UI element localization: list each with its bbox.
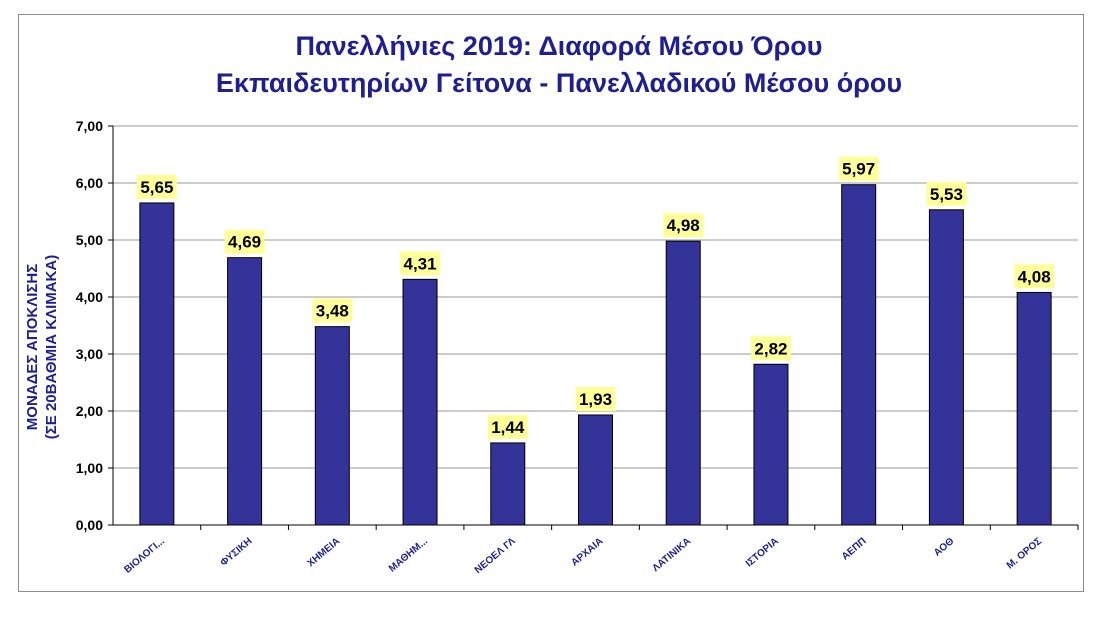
- bar: [490, 442, 526, 526]
- bar: [314, 326, 350, 526]
- x-tick-label: Μ. ΟΡΟΣ: [1005, 536, 1044, 572]
- x-tick-label: ΛΑΤΙΝΙΚΑ: [651, 536, 694, 574]
- data-label: 5,53: [930, 185, 963, 204]
- bar: [139, 202, 175, 526]
- x-tick-label: ΑΕΠΠ: [840, 536, 869, 563]
- x-tick-label: ΑΟΘ: [932, 536, 956, 559]
- data-label-background: [487, 414, 528, 439]
- x-tick-label: ΧΗΜΕΙΑ: [305, 536, 342, 569]
- data-label-background: [750, 336, 791, 361]
- y-tick-label: 1,00: [76, 460, 103, 476]
- chart-frame: [18, 14, 1084, 592]
- data-label: 5,65: [140, 178, 173, 197]
- y-axis-label-line-2: (ΣΕ 20ΒΑΘΜΙΑ ΚΛΙΜΑΚΑ): [43, 255, 60, 439]
- chart-title-line-2: Εκπαιδευτηρίων Γείτονα - Πανελλαδικού Μέ…: [216, 68, 902, 98]
- data-label: 3,48: [316, 302, 349, 321]
- bar: [227, 257, 263, 526]
- bar: [665, 240, 701, 526]
- data-label-background: [400, 251, 441, 276]
- data-label-background: [838, 156, 879, 181]
- data-label: 4,69: [228, 233, 261, 252]
- y-tick-label: 4,00: [76, 289, 103, 305]
- data-label-background: [312, 298, 353, 323]
- data-label: 4,98: [667, 216, 700, 235]
- x-tick-label: ΒΙΟΛΟΓΙ...: [122, 536, 167, 576]
- data-label-background: [926, 181, 967, 206]
- data-label: 1,44: [491, 418, 525, 437]
- bar: [1016, 291, 1052, 526]
- data-label-background: [224, 229, 265, 254]
- chart-title-line-1: Πανελλήνιες 2019: Διαφορά Μέσου Όρου: [295, 31, 822, 61]
- y-tick-label: 5,00: [76, 232, 103, 248]
- plot-area: 0,00 1,00 2,00 3,00 4,00 5,00 6,00 7,00 5,65 ΒΙΟΛ…: [76, 118, 1079, 576]
- bar: [928, 209, 964, 526]
- bar: [578, 414, 613, 526]
- x-tick-label: ΑΡΧΑΙΑ: [569, 536, 605, 569]
- y-tick-label: 7,00: [76, 118, 103, 134]
- data-label: 4,08: [1018, 267, 1051, 286]
- y-tick-label: 3,00: [76, 346, 103, 362]
- y-tick-label: 6,00: [76, 175, 103, 191]
- data-label: 1,93: [579, 390, 612, 409]
- x-tick-label: ΜΑΘΗΜ...: [387, 536, 430, 575]
- data-label: 5,97: [842, 160, 875, 179]
- bar: [753, 363, 789, 526]
- data-label: 4,31: [403, 254, 436, 273]
- data-label-background: [1014, 264, 1055, 289]
- x-tick-label: ΙΣΤΟΡΙΑ: [744, 536, 781, 570]
- data-label-background: [136, 174, 177, 199]
- data-label: 2,82: [754, 339, 787, 358]
- data-label-background: [575, 386, 616, 411]
- bar: [841, 184, 877, 526]
- x-tick-label: ΦΥΣΙΚΗ: [218, 536, 254, 569]
- bar: [402, 278, 438, 526]
- y-tick-label: 0,00: [76, 517, 103, 533]
- y-tick-label: 2,00: [76, 403, 103, 419]
- data-label-background: [663, 213, 704, 238]
- x-tick-label: ΝΕΟΕΛ ΓΛ: [473, 536, 518, 576]
- y-axis-label-line-1: ΜΟΝΑΔΕΣ ΑΠΟΚΛΙΣΗΣ: [24, 264, 41, 430]
